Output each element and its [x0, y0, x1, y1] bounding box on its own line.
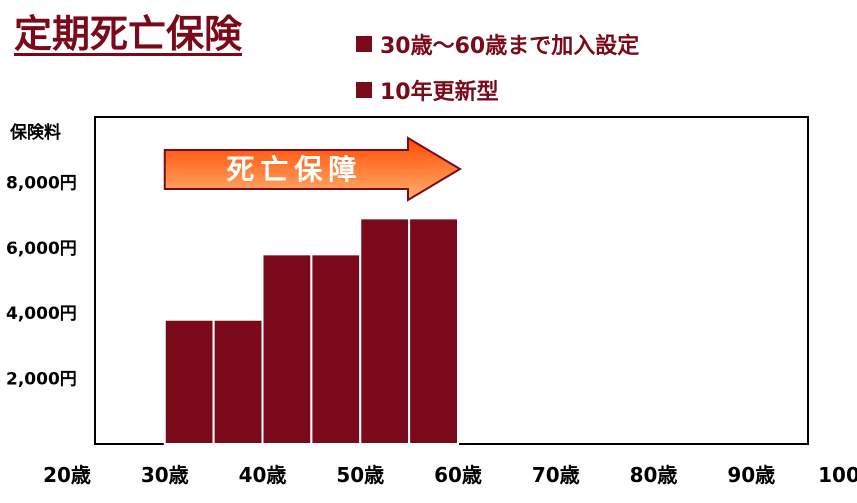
x-tick-label: 20歳: [43, 463, 91, 487]
premium-bar: [408, 217, 459, 445]
bars: [163, 217, 459, 445]
y-tick-label: 2,000円: [6, 370, 77, 390]
y-tick-label: 6,000円: [6, 239, 77, 259]
x-tick-label: 100歳: [818, 463, 857, 487]
note-renewal: 10年更新型: [356, 74, 639, 106]
death-benefit-annotation: 死亡保障: [163, 136, 462, 202]
note-age-range-text: 30歳〜60歳まで加入設定: [380, 34, 640, 59]
page-title: 定期死亡保険: [14, 12, 243, 56]
square-bullet-icon: [356, 36, 372, 52]
x-ticks: 20歳 30歳 40歳 50歳 60歳 70歳 80歳 90歳 100歳: [43, 463, 857, 487]
premium-bar: [310, 253, 362, 445]
death-benefit-label: 死亡保障: [226, 153, 362, 186]
premium-bar: [212, 318, 264, 445]
premium-bar: [261, 253, 313, 445]
x-tick-label: 90歳: [727, 463, 775, 487]
x-tick-label: 50歳: [336, 463, 384, 487]
premium-bar: [163, 318, 215, 445]
y-axis-label: 保険料: [9, 122, 61, 143]
y-tick-label: 8,000円: [6, 173, 77, 193]
x-tick-label: 60歳: [434, 463, 482, 487]
y-tick-label: 4,000円: [6, 304, 77, 324]
square-bullet-icon: [356, 82, 372, 98]
premium-bar: [359, 217, 411, 445]
arrow-right-icon: [163, 136, 462, 202]
note-age-range: 30歳〜60歳まで加入設定: [356, 28, 639, 60]
x-tick-label: 40歳: [239, 463, 287, 487]
x-tick-label: 80歳: [630, 463, 678, 487]
note-renewal-text: 10年更新型: [380, 80, 499, 105]
x-tick-label: 70歳: [532, 463, 580, 487]
notes: 30歳〜60歳まで加入設定 10年更新型: [356, 28, 639, 120]
x-tick-label: 30歳: [141, 463, 189, 487]
y-ticks: 2,000円 4,000円 6,000円 8,000円: [6, 173, 77, 389]
